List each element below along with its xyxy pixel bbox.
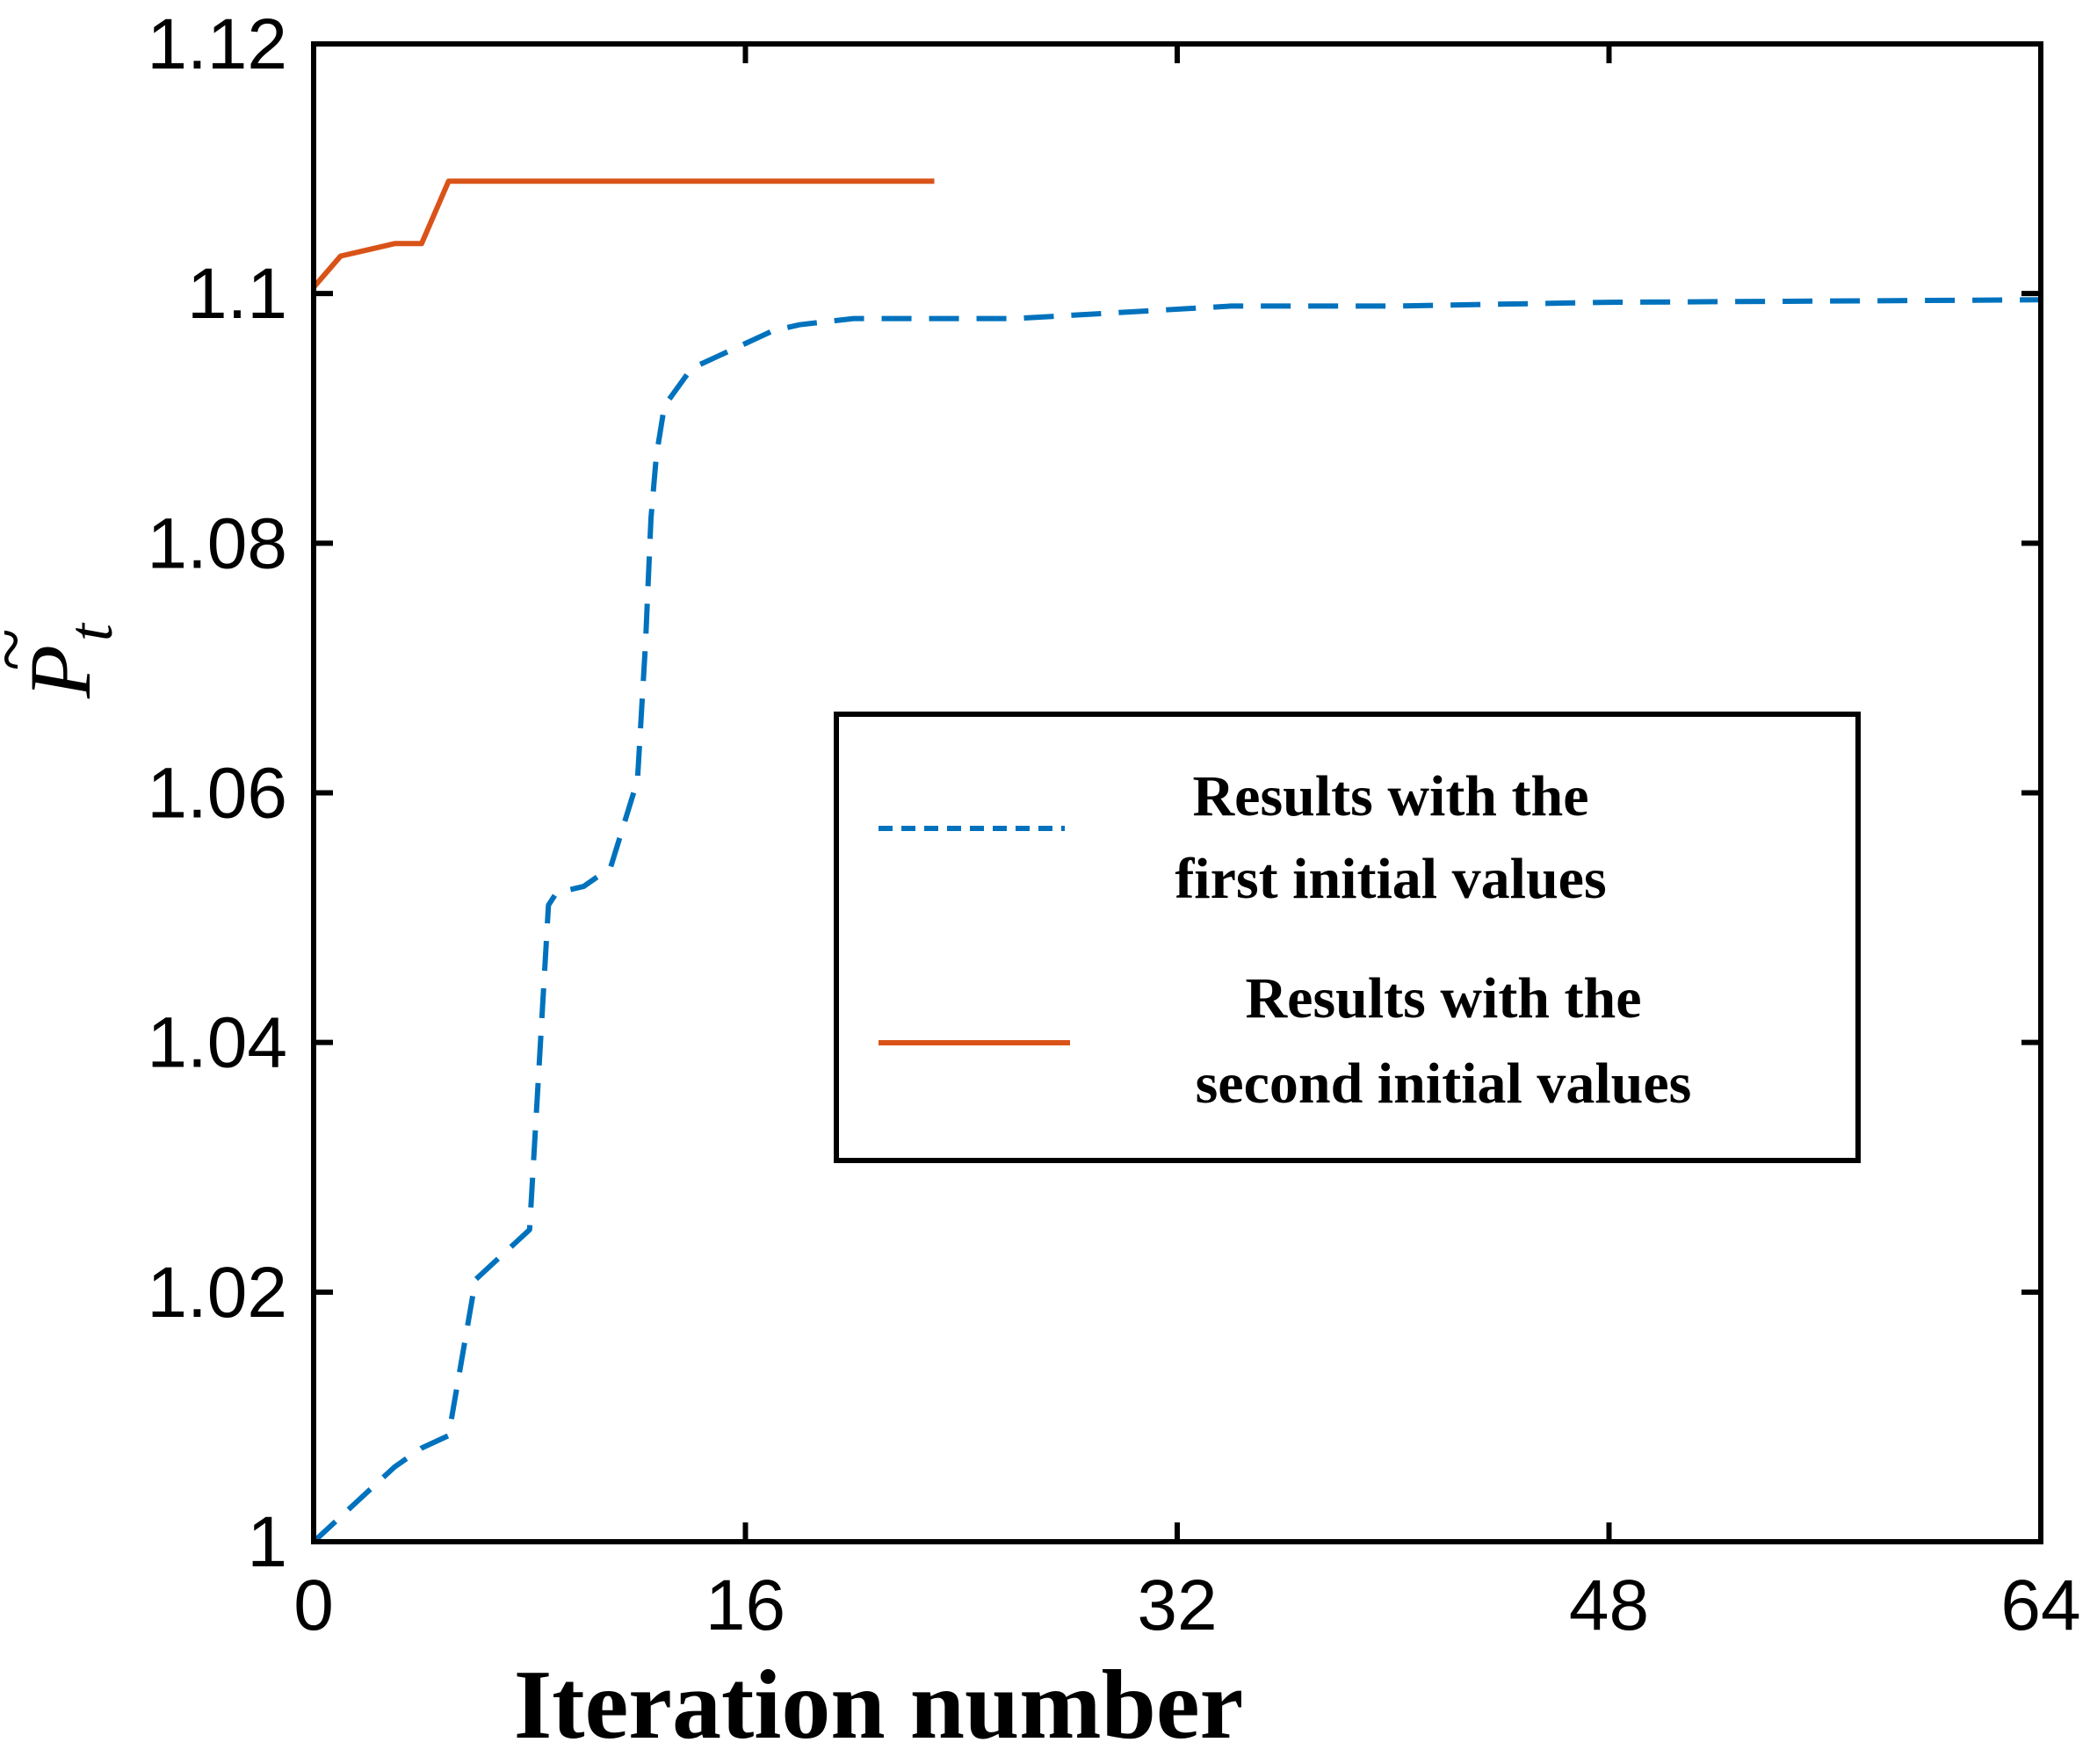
series-line-second-initial-values bbox=[311, 178, 935, 290]
x-tick-label: 0 bbox=[293, 1565, 334, 1645]
y-tick-label: 1.04 bbox=[147, 1003, 287, 1083]
tick-labels: 0 16 32 48 64 1 1.02 1.04 1.06 1.08 1.1 1.12 bbox=[147, 4, 2080, 1645]
y-axis-title-subscript: t bbox=[55, 622, 126, 641]
y-tick-label: 1 bbox=[247, 1502, 287, 1582]
legend-label-first-line2: first initial values bbox=[1175, 847, 1606, 911]
plot-frame bbox=[311, 41, 2043, 1544]
x-tick-label: 48 bbox=[1569, 1565, 1649, 1645]
series-line-first-initial-values bbox=[311, 297, 2042, 1544]
legend-label-second-line2: second initial values bbox=[1196, 1052, 1692, 1116]
legend-label-first-line1: Results with the bbox=[1192, 764, 1588, 828]
y-tick-label: 1.02 bbox=[147, 1253, 287, 1333]
y-axis-title-accent: ~ bbox=[0, 629, 54, 672]
y-tick-label: 1.08 bbox=[147, 503, 287, 583]
x-tick-label: 32 bbox=[1137, 1565, 1217, 1645]
x-tick-label: 64 bbox=[2000, 1565, 2080, 1645]
x-axis-title: Iteration number bbox=[514, 1651, 1244, 1760]
y-axis-title: ~ P t bbox=[0, 622, 126, 699]
legend-box bbox=[834, 712, 1861, 1163]
y-tick-label: 1.12 bbox=[147, 4, 287, 84]
y-tick-label: 1.1 bbox=[187, 254, 287, 334]
legend-label-second-line1: Results with the bbox=[1245, 966, 1641, 1030]
y-axis-title-main: P bbox=[11, 645, 109, 699]
legend: Results with the first initial values Re… bbox=[834, 712, 1861, 1163]
plot-series bbox=[311, 178, 2042, 1544]
x-tick-label: 16 bbox=[705, 1565, 785, 1645]
y-tick-label: 1.06 bbox=[147, 754, 287, 834]
